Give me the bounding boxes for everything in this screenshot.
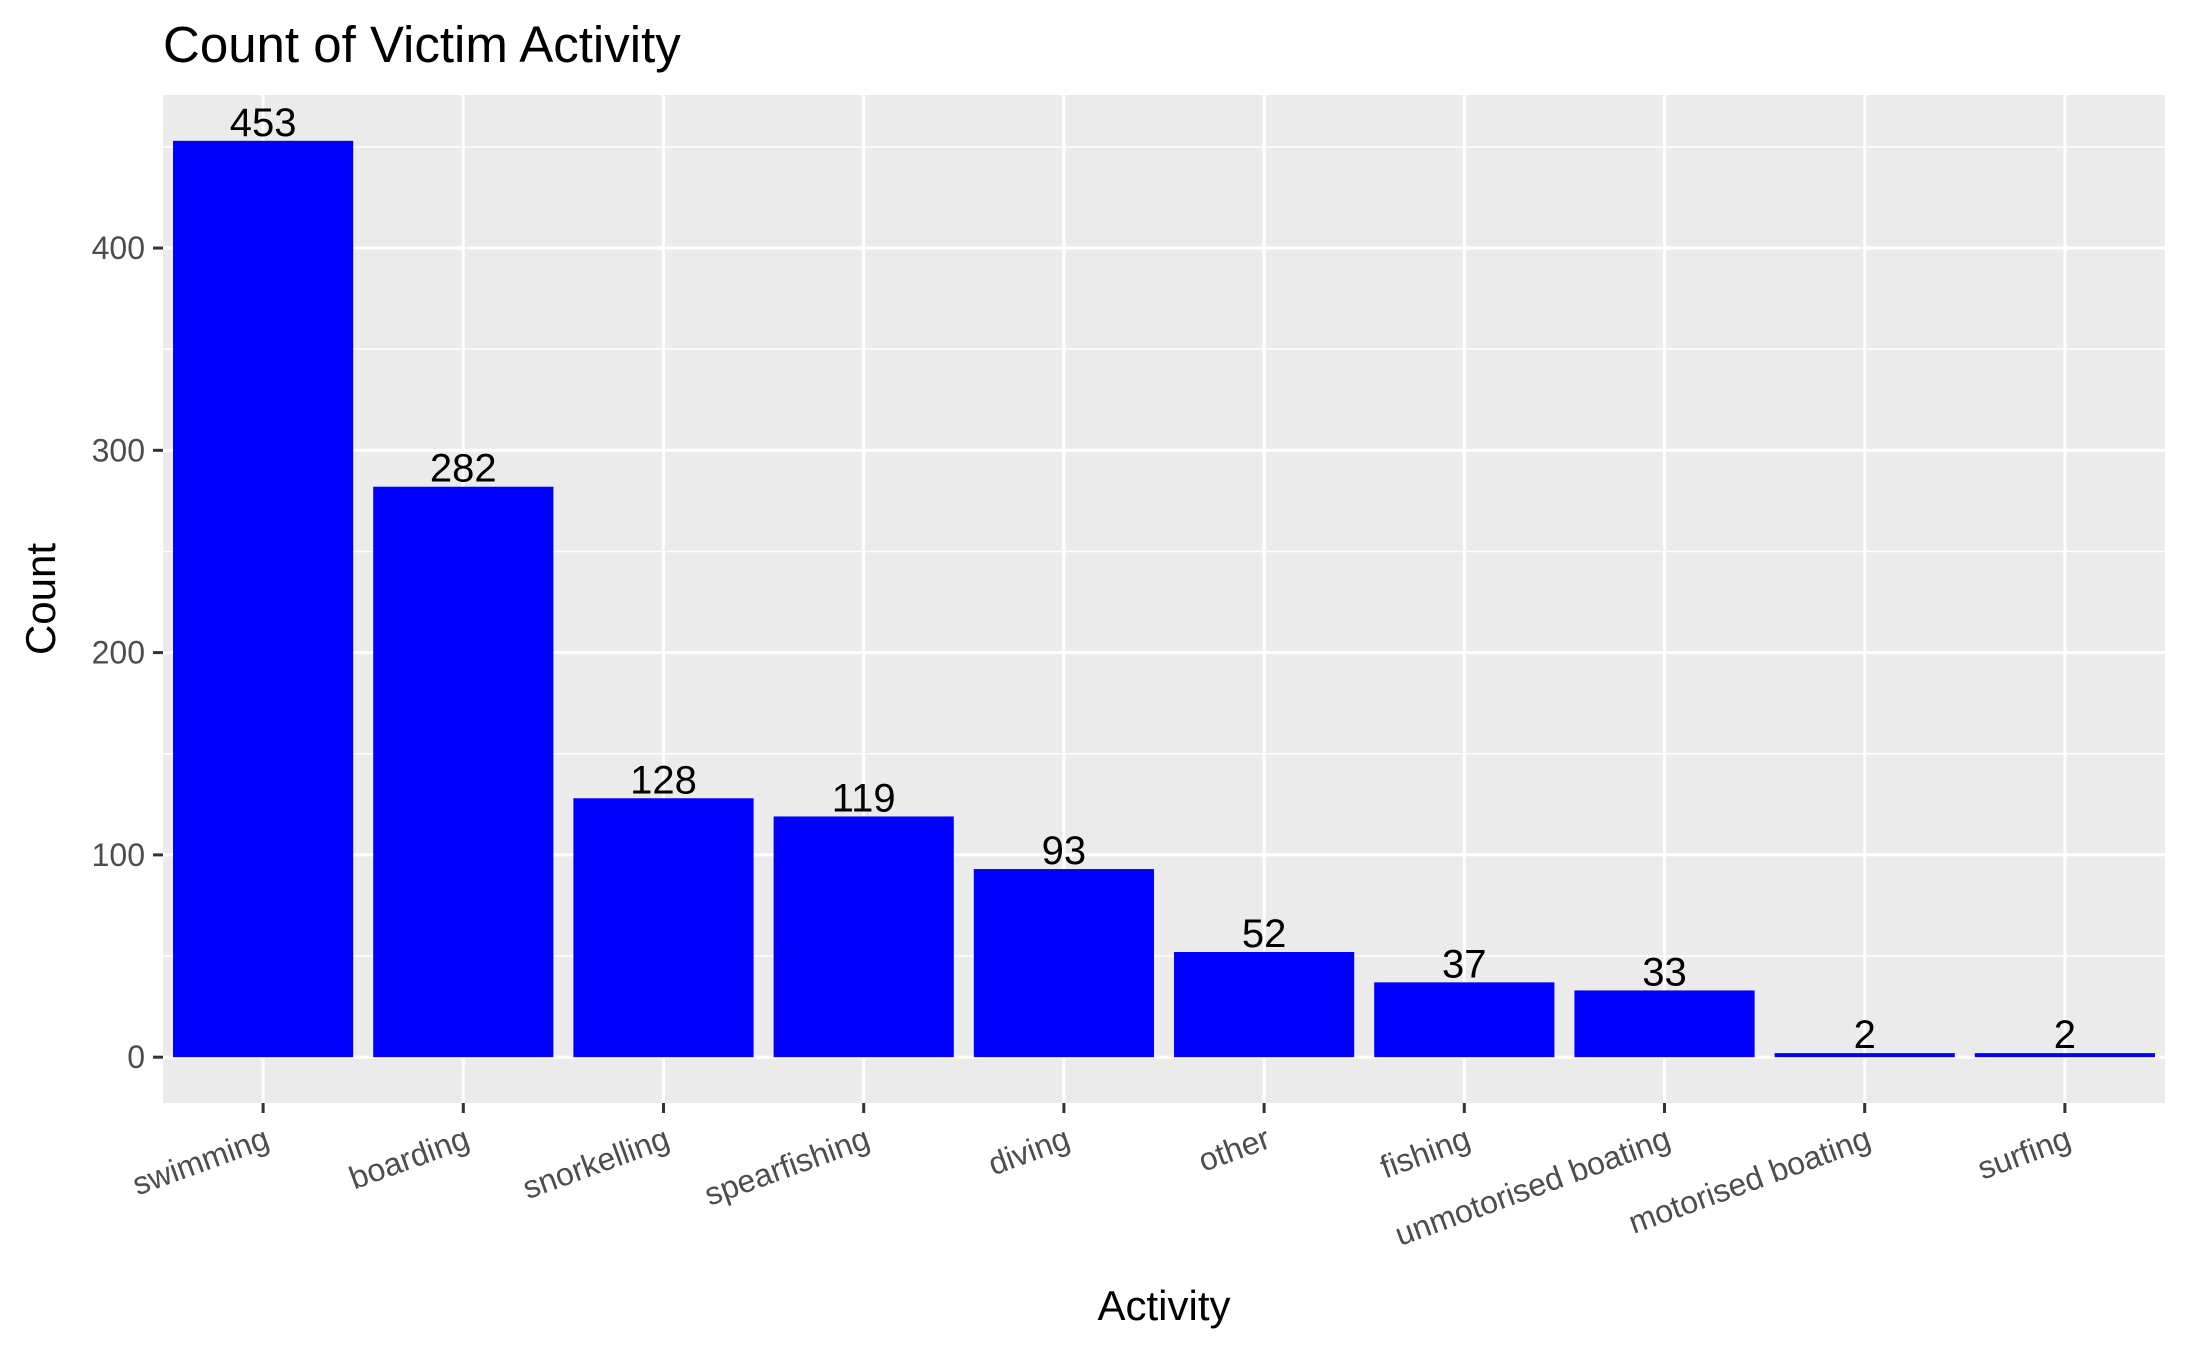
y-axis: 0 100 200 300 400 xyxy=(92,230,163,1075)
data-label: 453 xyxy=(230,101,297,145)
bar-diving xyxy=(973,869,1154,1058)
data-labels: 453 282 128 119 93 52 37 33 2 2 xyxy=(230,101,2076,1057)
y-axis-title: Count xyxy=(17,543,64,655)
bar-unmotorised-boating xyxy=(1574,990,1755,1058)
data-label: 2 xyxy=(1854,1013,1876,1057)
data-label: 33 xyxy=(1642,950,1687,994)
data-label: 119 xyxy=(832,776,896,820)
y-tick-label: 300 xyxy=(92,432,145,468)
y-tick-label: 200 xyxy=(92,635,145,671)
bar-other xyxy=(1174,951,1355,1058)
y-tick-label: 0 xyxy=(127,1039,145,1075)
bar-swimming xyxy=(173,140,354,1058)
data-label: 128 xyxy=(630,758,697,802)
data-label: 93 xyxy=(1042,829,1087,873)
x-axis-title: Activity xyxy=(1097,1282,1230,1329)
data-label: 282 xyxy=(430,447,497,491)
y-tick-label: 100 xyxy=(92,837,145,873)
chart-title: Count of Victim Activity xyxy=(163,16,681,73)
data-label: 2 xyxy=(2054,1013,2076,1057)
bar-spearfishing xyxy=(773,816,954,1058)
data-label: 52 xyxy=(1242,912,1287,956)
bar-boarding xyxy=(373,486,554,1058)
bar-snorkelling xyxy=(573,798,754,1058)
bar-surfing xyxy=(1974,1053,2155,1058)
bar-fishing xyxy=(1374,982,1555,1058)
y-tick-label: 400 xyxy=(92,230,145,266)
bar-motorised-boating xyxy=(1774,1053,1955,1058)
data-label: 37 xyxy=(1442,942,1487,986)
bars xyxy=(173,140,2155,1058)
